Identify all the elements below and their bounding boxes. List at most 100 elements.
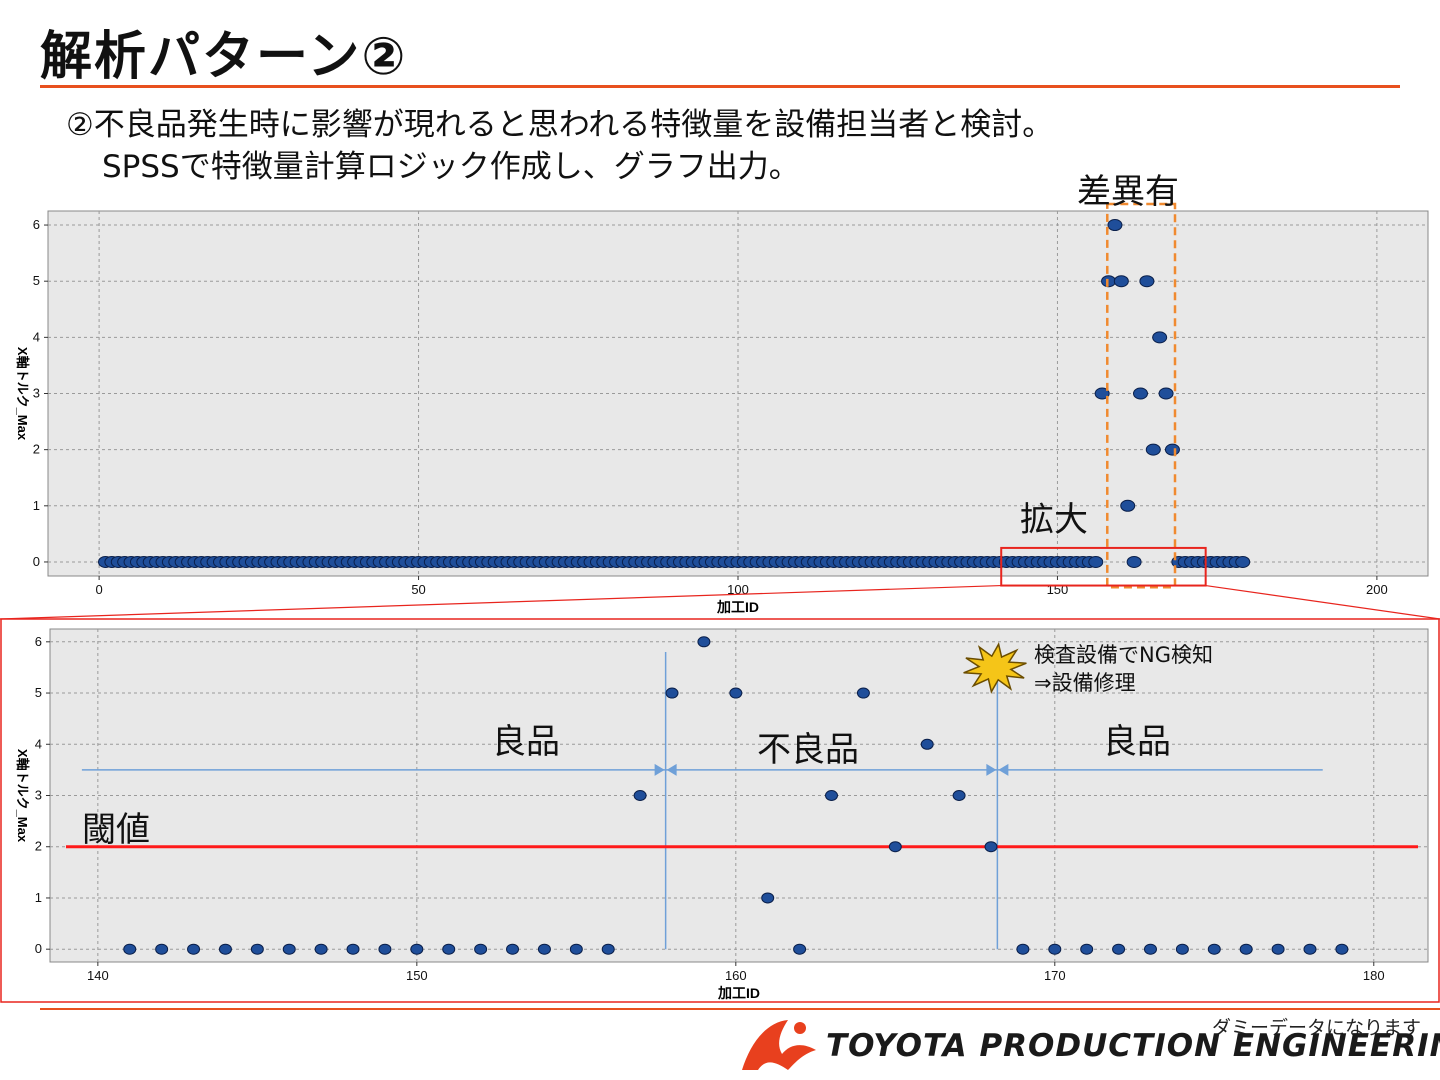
threshold-callout: 閾値 [82, 810, 150, 850]
zoom-panel-frame [0, 618, 1440, 1003]
y-tick-label: 2 [33, 442, 40, 457]
data-point [1133, 387, 1148, 400]
data-point [346, 943, 360, 955]
x-tick-label: 180 [1363, 968, 1385, 983]
data-point [601, 943, 615, 955]
x-tick-label: 150 [1047, 582, 1069, 597]
y-tick-label: 2 [35, 839, 42, 854]
data-point [1126, 555, 1142, 568]
y-tick-label: 5 [35, 685, 42, 700]
alert-burst-icon [963, 642, 1027, 694]
y-tick-label: 1 [35, 890, 42, 905]
x-tick-label: 50 [411, 582, 425, 597]
y-tick-label: 3 [35, 788, 42, 803]
zoomed-y-axis-label: X軸トルク_Max [15, 749, 30, 843]
overview-scatter-chart: 0 50 100 150 200 0 1 2 3 4 5 6 加工ID X軸トルク_Max [15, 210, 1429, 615]
data-point [1175, 943, 1189, 955]
overview-points [98, 219, 1251, 568]
data-point [984, 841, 998, 853]
data-point [218, 943, 232, 955]
zoomed-axes: 140 150 160 170 180 0 1 2 3 4 5 6 [35, 634, 1385, 983]
detection-note-line-2: ⇒設備修理 [1034, 671, 1136, 695]
data-point [1271, 943, 1285, 955]
data-point [633, 790, 647, 801]
zoomed-x-axis-label: 加工ID [717, 985, 760, 1001]
good-left-callout: 良品 [492, 722, 560, 762]
y-tick-label: 4 [33, 329, 40, 344]
data-point [920, 738, 934, 750]
description: ②不良品発生時に影響が現れると思われる特徴量を設備担当者と検討。 SPSSで特徴… [66, 104, 1053, 188]
overview-y-axis-label: X軸トルク_Max [15, 347, 30, 441]
footer-rule [40, 1008, 1440, 1010]
zoom-callout: 拡大 [1020, 500, 1088, 540]
data-point [1094, 387, 1110, 400]
arrow-head-right [986, 763, 997, 776]
data-point [1207, 943, 1221, 955]
zoom-connector-left [0, 584, 1002, 620]
slide-title: 解析パターン② [40, 27, 408, 87]
difference-callout: 差異有 [1077, 172, 1179, 212]
brand-wordmark: TOYOTA PRODUCTION ENGINEERING [826, 1028, 1440, 1064]
arrow-head-right [654, 763, 665, 776]
data-point [665, 687, 679, 699]
data-point [1158, 387, 1174, 400]
data-point [569, 943, 583, 955]
data-point [1164, 443, 1180, 456]
x-tick-label: 150 [406, 968, 428, 983]
title-rule [40, 85, 1400, 88]
x-tick-label: 170 [1044, 968, 1066, 983]
data-point [1113, 275, 1129, 288]
zoom-connector-right [1205, 584, 1440, 620]
data-point [697, 636, 711, 648]
overview-x-axis-label: 加工ID [716, 599, 759, 615]
data-point [442, 943, 456, 955]
data-point [1048, 943, 1062, 955]
data-point [1303, 943, 1317, 955]
data-point [1101, 275, 1117, 288]
data-point [123, 943, 137, 955]
data-point [1107, 219, 1123, 232]
x-tick-label: 160 [725, 968, 747, 983]
data-point [856, 687, 870, 699]
data-point [1335, 943, 1349, 955]
detection-note: 検査設備でNG検知 ⇒設備修理 [1034, 641, 1213, 697]
data-point [410, 943, 424, 955]
data-point [1143, 943, 1157, 955]
y-tick-label: 0 [35, 941, 42, 956]
data-point [761, 892, 775, 904]
good-right-callout: 良品 [1103, 722, 1171, 762]
x-tick-label: 100 [727, 582, 749, 597]
data-point [1080, 943, 1094, 955]
data-point [506, 943, 520, 955]
y-tick-label: 6 [35, 634, 42, 649]
data-point [314, 943, 328, 955]
data-point [1120, 499, 1136, 512]
x-tick-label: 140 [87, 968, 109, 983]
description-line-1: ②不良品発生時に影響が現れると思われる特徴量を設備担当者と検討。 [66, 107, 1054, 143]
data-point [474, 943, 488, 955]
x-tick-label: 200 [1366, 582, 1388, 597]
data-point [1088, 555, 1104, 568]
y-tick-label: 0 [33, 554, 40, 569]
arrow-head-left [998, 763, 1009, 776]
company-logo-icon [742, 1020, 816, 1070]
detection-note-line-1: 検査設備でNG検知 [1034, 643, 1213, 667]
y-tick-label: 5 [33, 273, 40, 288]
y-tick-label: 4 [35, 736, 42, 751]
data-point [1112, 943, 1126, 955]
data-point [952, 790, 966, 801]
data-point [155, 943, 169, 955]
defect-callout: 不良品 [757, 730, 859, 770]
data-point [1139, 275, 1155, 288]
data-point [729, 687, 743, 699]
zoom-source-box [1000, 546, 1207, 587]
zoomed-segment-lines [81, 652, 1323, 950]
x-tick-label: 0 [95, 582, 102, 597]
data-point [537, 943, 551, 955]
data-point [1235, 555, 1251, 568]
data-point [187, 943, 201, 955]
zoomed-scatter-chart: 140 150 160 170 180 0 1 2 3 4 5 6 加工ID X軸トルク_Max [15, 628, 1429, 1001]
data-point [888, 841, 902, 853]
arrow-head-left [666, 763, 677, 776]
